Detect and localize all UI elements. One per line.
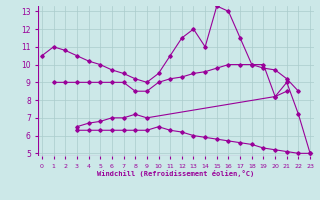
X-axis label: Windchill (Refroidissement éolien,°C): Windchill (Refroidissement éolien,°C) — [97, 170, 255, 177]
